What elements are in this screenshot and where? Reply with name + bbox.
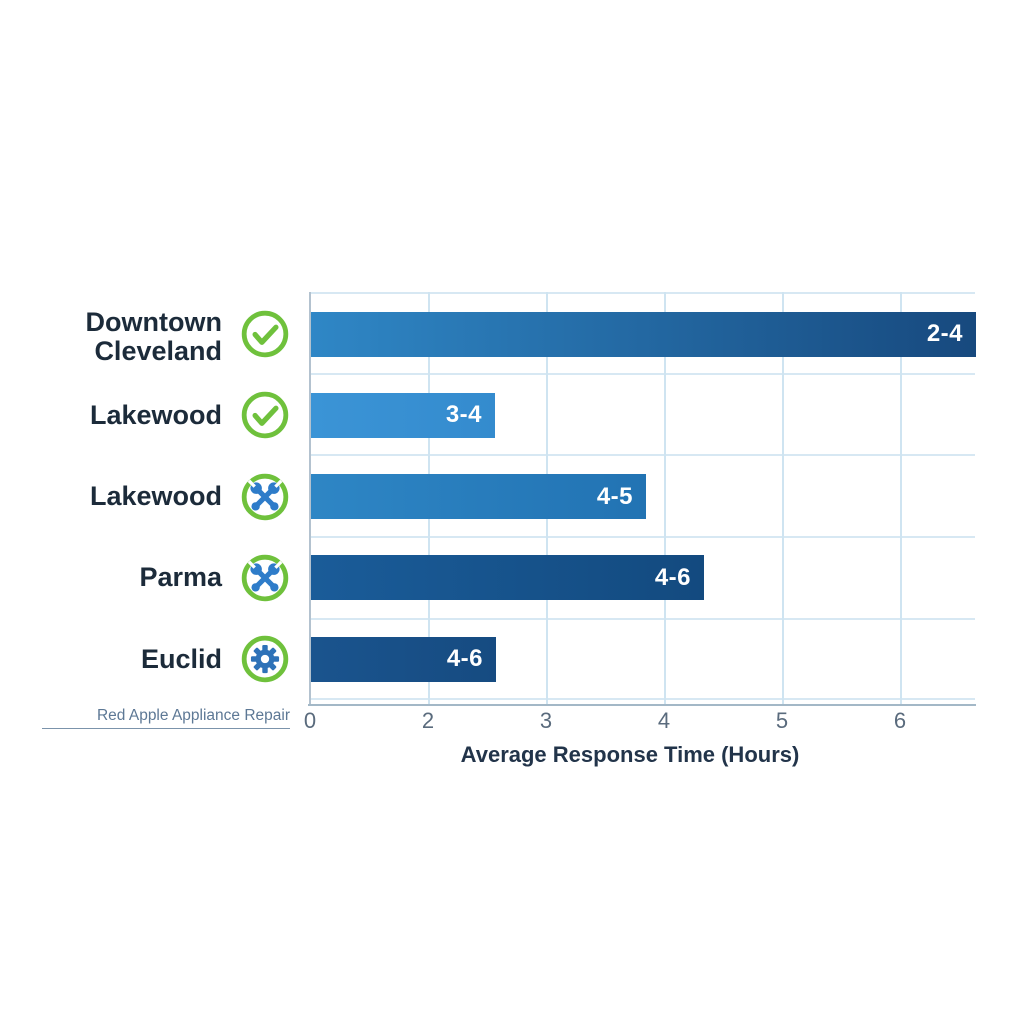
horizontal-gridline bbox=[310, 292, 975, 294]
brand-watermark: Red Apple Appliance Repair bbox=[96, 707, 290, 724]
y-axis-line bbox=[309, 292, 311, 705]
vertical-gridline bbox=[782, 292, 784, 705]
category-label: Downtown Cleveland bbox=[85, 307, 222, 366]
vertical-gridline bbox=[664, 292, 666, 705]
x-axis-line bbox=[308, 704, 976, 706]
category-label: Lakewood bbox=[89, 481, 222, 511]
x-tick-label: 4 bbox=[657, 708, 671, 733]
row-icon bbox=[240, 553, 290, 603]
horizontal-gridline bbox=[310, 536, 975, 538]
gear-icon bbox=[241, 635, 289, 683]
x-tick-label: 0 bbox=[303, 708, 317, 733]
bar: 4-6 bbox=[310, 555, 704, 601]
bar-value-label: 3-4 bbox=[445, 401, 482, 429]
bar: 2-4 bbox=[310, 311, 976, 357]
row-icon bbox=[240, 472, 290, 522]
x-tick-label: 6 bbox=[893, 708, 907, 733]
row-icon bbox=[240, 634, 290, 684]
horizontal-gridline bbox=[310, 618, 975, 620]
bar: 4-6 bbox=[310, 636, 496, 682]
check-circle-icon bbox=[241, 392, 289, 439]
x-axis-title: Average Response Time (Hours) bbox=[460, 742, 800, 767]
bar: 4-5 bbox=[310, 474, 646, 519]
horizontal-gridline bbox=[310, 454, 975, 456]
bar: 3-4 bbox=[310, 392, 495, 438]
horizontal-gridline bbox=[310, 698, 975, 700]
x-tick-label: 2 bbox=[421, 708, 435, 733]
row-icon bbox=[240, 309, 290, 359]
bar-value-label: 4-5 bbox=[596, 482, 633, 510]
category-label: Parma bbox=[139, 562, 222, 593]
vertical-gridline bbox=[900, 292, 902, 705]
category-label: Euclid bbox=[140, 643, 222, 674]
category-label: Lakewood bbox=[89, 399, 222, 430]
tools-icon bbox=[241, 554, 289, 601]
row-icon bbox=[240, 390, 290, 440]
horizontal-gridline bbox=[310, 373, 975, 375]
check-circle-icon bbox=[241, 310, 289, 358]
x-tick-label: 3 bbox=[539, 708, 553, 733]
bar-value-label: 4-6 bbox=[654, 563, 691, 591]
plot-area: 2-4 3-4 4-5 4-6 4-6 bbox=[310, 292, 976, 705]
brand-underline bbox=[42, 728, 290, 729]
x-tick-label: 5 bbox=[775, 708, 789, 733]
bar-value-label: 2-4 bbox=[926, 320, 963, 347]
bar-value-label: 4-6 bbox=[446, 645, 483, 672]
tools-icon bbox=[241, 473, 289, 520]
